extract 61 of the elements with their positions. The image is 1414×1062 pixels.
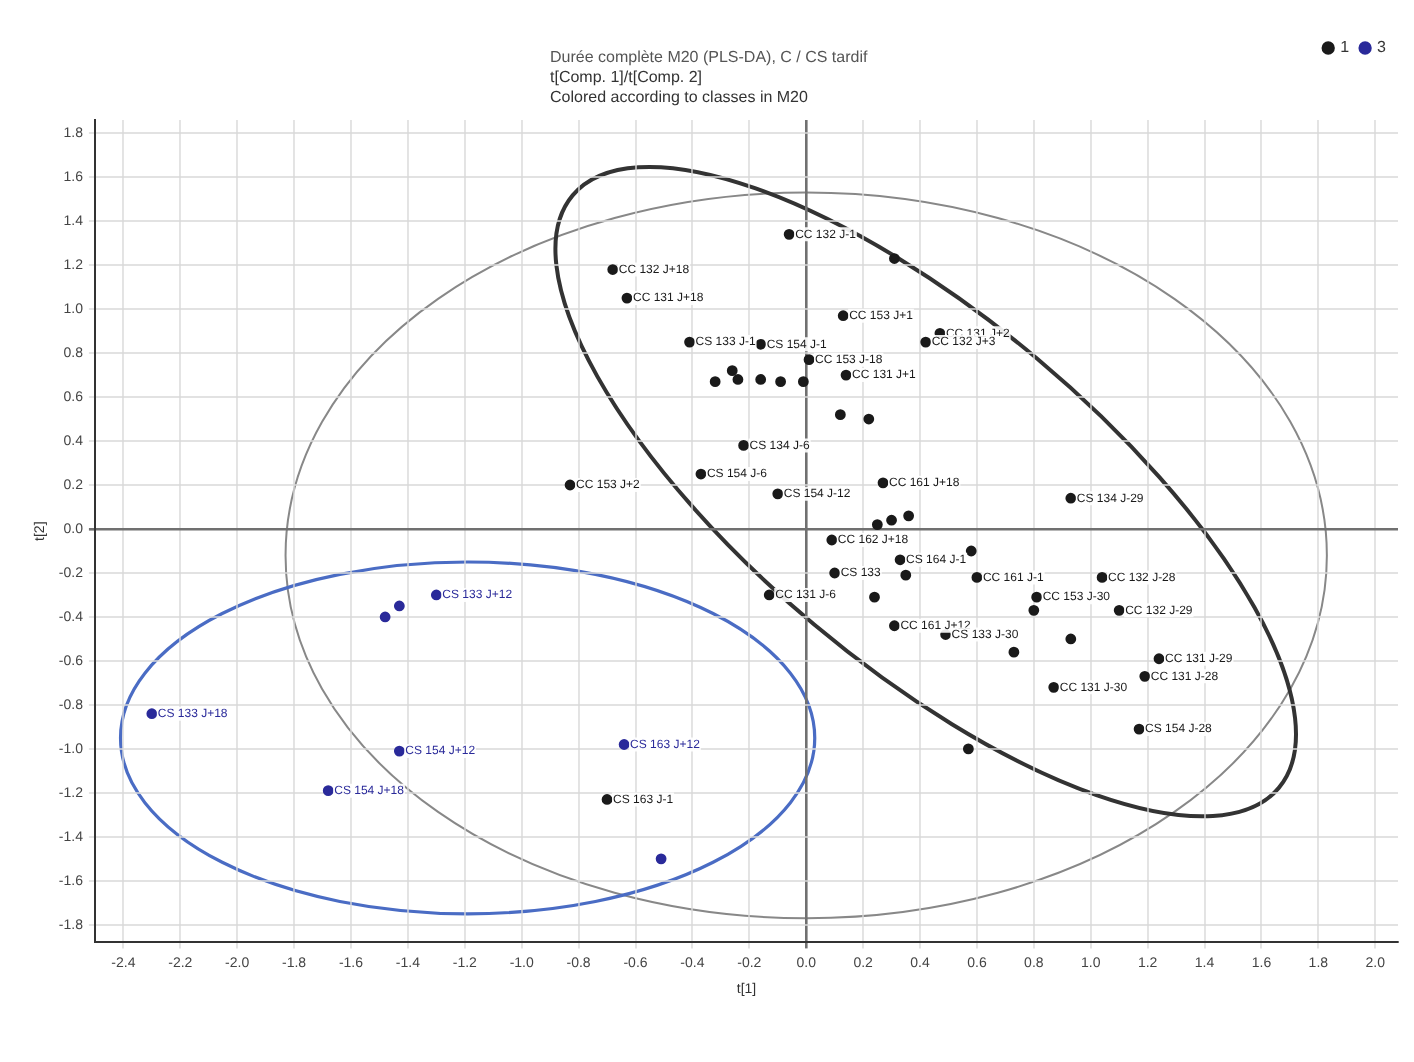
point <box>1008 646 1020 658</box>
point <box>564 479 576 491</box>
point <box>1065 492 1077 504</box>
point <box>920 336 932 348</box>
point <box>755 338 767 350</box>
point <box>889 620 900 632</box>
point <box>837 310 849 322</box>
point <box>684 336 695 348</box>
point <box>726 365 738 377</box>
point <box>621 292 633 304</box>
point <box>1096 571 1108 583</box>
point <box>834 409 846 421</box>
point <box>863 413 875 425</box>
point <box>1113 604 1125 616</box>
point <box>772 488 784 500</box>
point <box>430 589 442 601</box>
point <box>829 567 841 579</box>
point <box>840 369 852 381</box>
point <box>1048 681 1060 693</box>
point <box>775 376 786 388</box>
point <box>877 477 889 489</box>
point <box>618 739 630 750</box>
point <box>322 785 334 797</box>
chart-title: Durée complète M20 (PLS-DA), C / CS tardif <box>550 48 868 68</box>
point <box>900 569 912 581</box>
point <box>738 440 750 451</box>
legend-label: 1 <box>1340 38 1351 57</box>
point <box>379 611 391 623</box>
point <box>962 743 974 755</box>
point <box>1028 604 1040 616</box>
point <box>894 554 906 566</box>
point <box>1031 591 1043 603</box>
point <box>695 468 707 480</box>
point <box>871 519 883 530</box>
point <box>755 374 767 385</box>
point <box>971 571 983 583</box>
point <box>826 534 838 546</box>
point <box>146 708 158 720</box>
point <box>393 600 405 612</box>
point <box>655 853 667 865</box>
point <box>763 589 775 601</box>
point <box>965 545 977 557</box>
point <box>783 228 795 240</box>
point <box>732 374 744 385</box>
point <box>1065 633 1077 645</box>
point <box>607 264 619 275</box>
point <box>797 376 809 388</box>
point <box>886 514 897 526</box>
legend-label: 3 <box>1377 38 1388 57</box>
point <box>1153 653 1165 665</box>
point <box>869 591 880 603</box>
point <box>1133 723 1145 735</box>
point <box>803 354 815 366</box>
point <box>709 376 721 388</box>
point <box>1139 670 1151 682</box>
point <box>889 253 900 264</box>
point <box>393 745 405 757</box>
point <box>903 510 915 522</box>
chart-subtitle: t[Comp. 1]/t[Comp. 2] <box>550 68 705 88</box>
point <box>601 794 613 805</box>
text: Colored according to classes in M20 <box>550 88 810 108</box>
